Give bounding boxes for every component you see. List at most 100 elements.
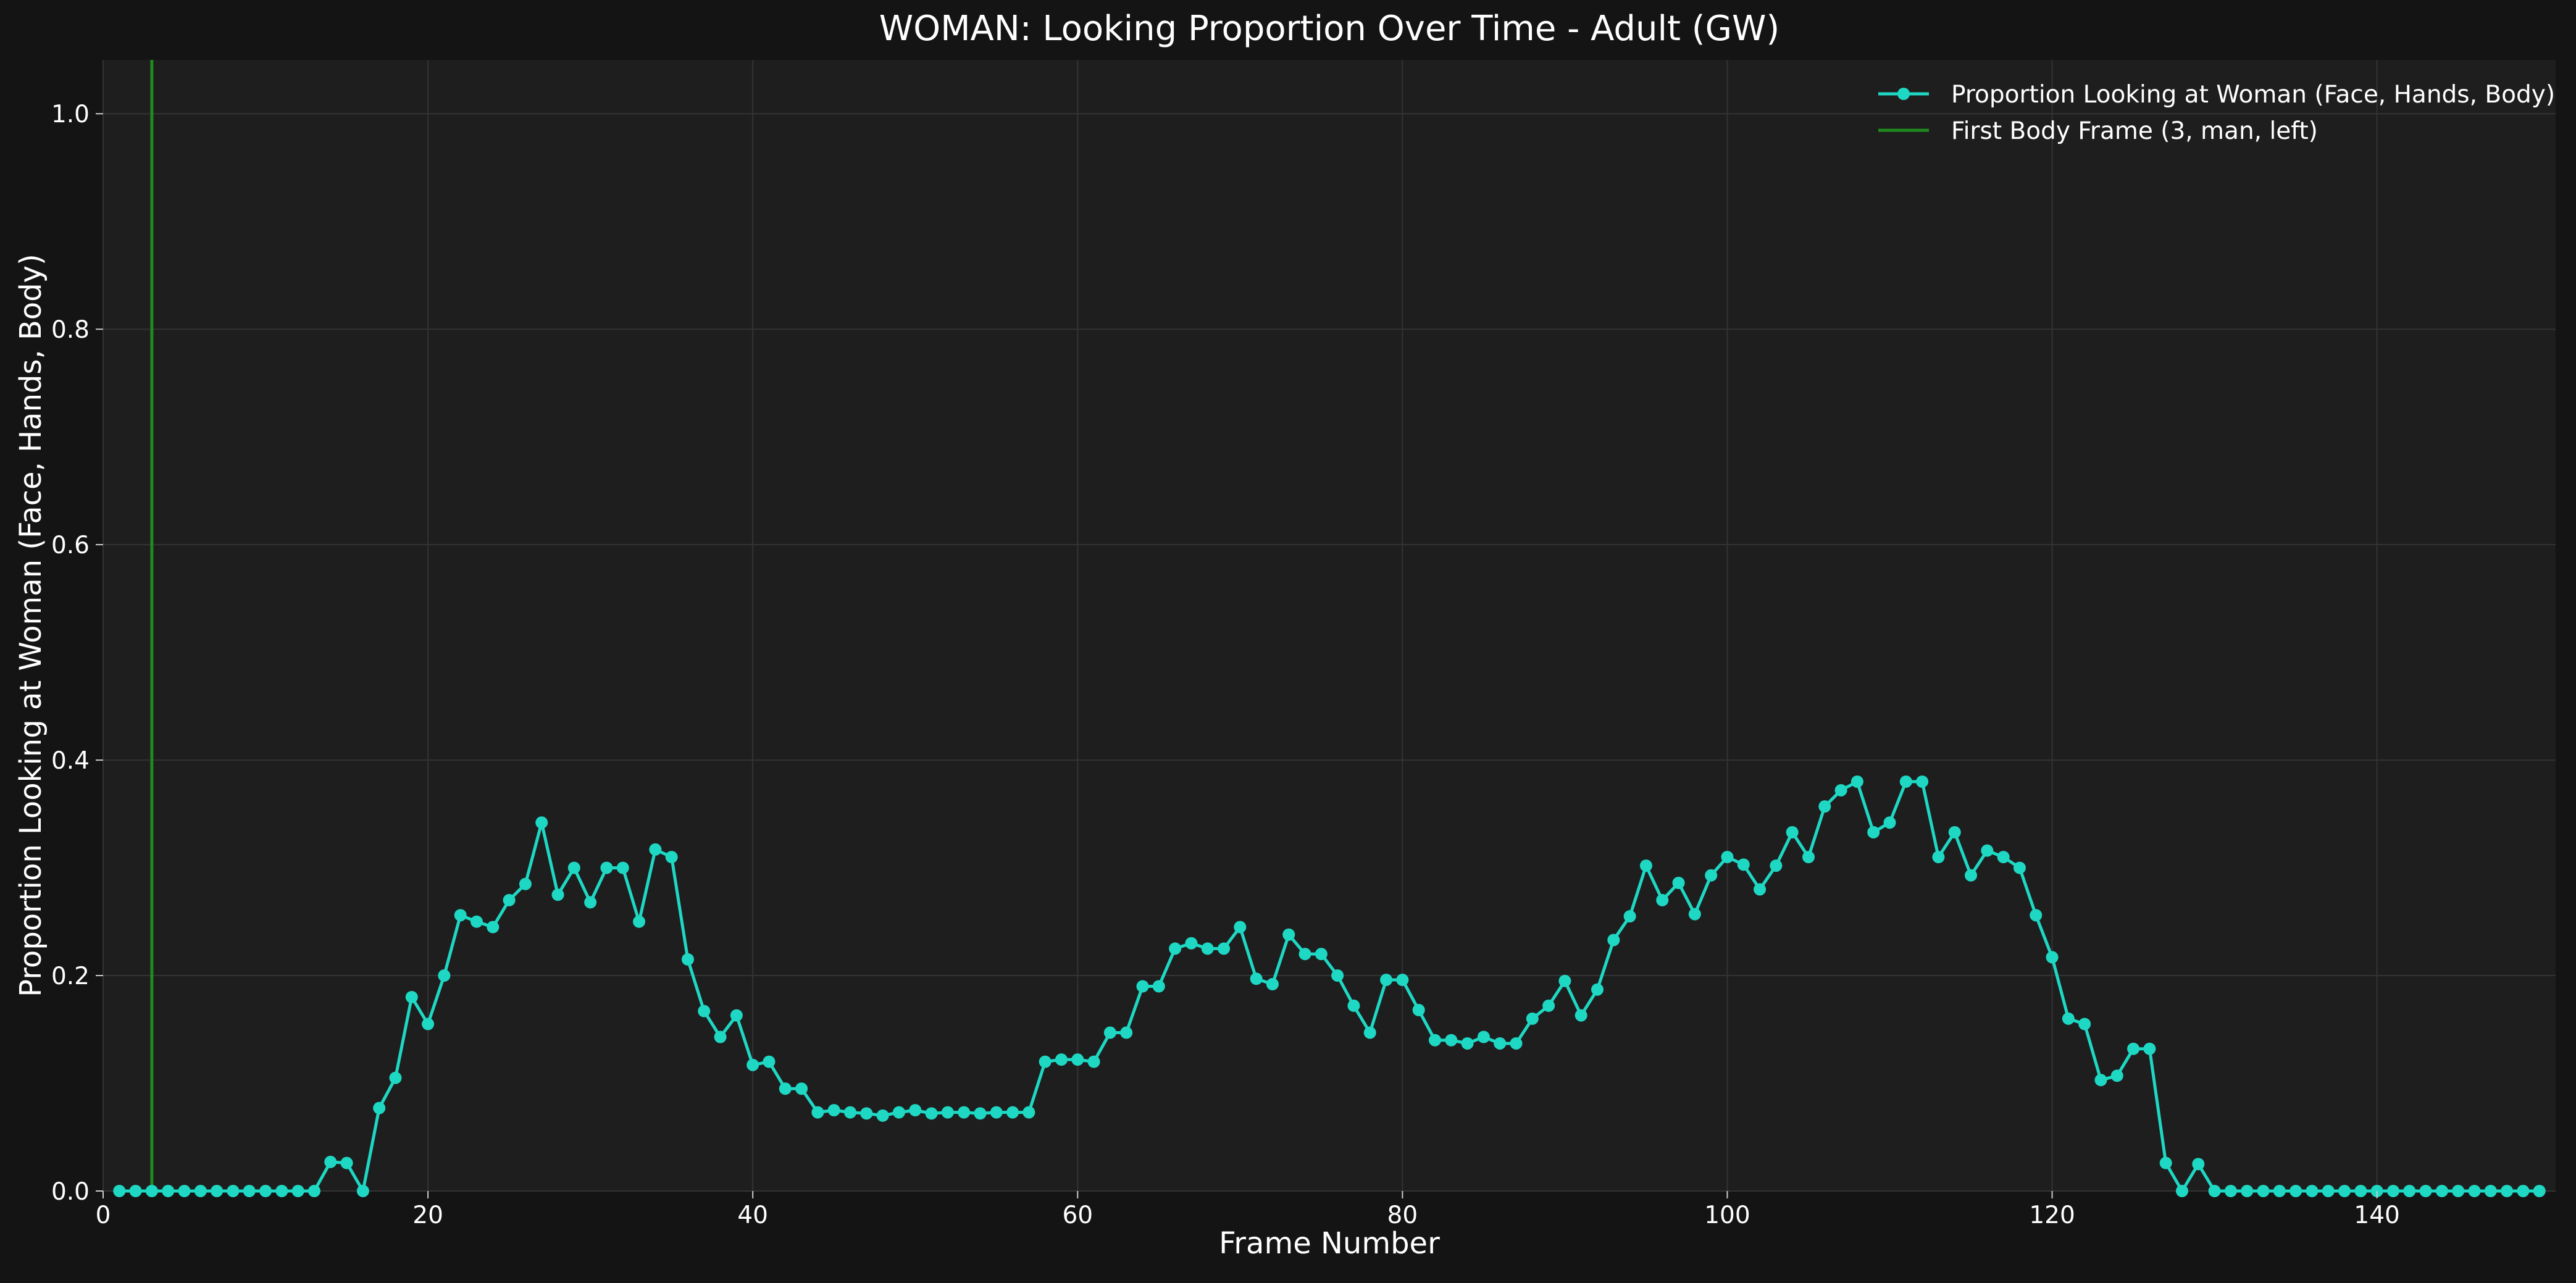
data-point: [1948, 825, 1961, 838]
data-point: [1218, 942, 1231, 955]
data-point: [2306, 1185, 2319, 1197]
data-point: [2403, 1185, 2416, 1197]
data-point: [1331, 969, 1344, 982]
legend: Proportion Looking at Woman (Face, Hands…: [1878, 81, 2555, 145]
data-point: [307, 1185, 320, 1197]
data-point: [1461, 1037, 1474, 1050]
data-point: [2322, 1185, 2335, 1197]
data-point: [1477, 1030, 1490, 1043]
data-point: [2435, 1185, 2448, 1197]
data-point: [941, 1106, 954, 1119]
data-point: [1055, 1053, 1068, 1066]
data-point: [892, 1106, 905, 1119]
data-point: [1396, 974, 1409, 987]
data-point: [2501, 1185, 2514, 1197]
data-point: [1721, 851, 1734, 864]
data-point: [1120, 1026, 1133, 1039]
data-point: [356, 1185, 369, 1197]
y-tick-label: 0.0: [51, 1178, 90, 1206]
data-point: [681, 953, 694, 966]
data-point: [665, 851, 678, 864]
legend-label-series: Proportion Looking at Woman (Face, Hands…: [1951, 81, 2555, 109]
y-tick-label: 1.0: [51, 101, 90, 128]
data-point: [827, 1104, 840, 1117]
data-point: [925, 1107, 938, 1120]
data-point: [2273, 1185, 2286, 1197]
data-point: [1234, 921, 1247, 934]
data-point: [1623, 910, 1636, 923]
x-tick-label: 80: [1387, 1202, 1418, 1229]
data-point: [2224, 1185, 2237, 1197]
data-point: [763, 1055, 776, 1068]
data-point: [2468, 1185, 2481, 1197]
data-point: [1981, 844, 1994, 857]
data-point: [1818, 800, 1831, 813]
data-point: [795, 1082, 808, 1095]
data-point: [1754, 883, 1767, 896]
data-point: [145, 1185, 158, 1197]
data-point: [162, 1185, 175, 1197]
data-point: [1445, 1034, 1458, 1047]
data-point: [1282, 928, 1295, 941]
x-axis-label: Frame Number: [1219, 1226, 1440, 1261]
data-point: [1770, 859, 1783, 872]
data-point: [2338, 1185, 2351, 1197]
data-point: [2354, 1185, 2367, 1197]
data-point: [1363, 1026, 1376, 1039]
data-point: [1152, 980, 1165, 993]
data-point: [1688, 908, 1701, 921]
data-point: [616, 861, 629, 874]
data-point: [470, 915, 483, 928]
data-point: [291, 1185, 304, 1197]
data-point: [1315, 948, 1328, 961]
data-point: [259, 1185, 272, 1197]
legend-label-first-body-frame: First Body Frame (3, man, left): [1951, 117, 2318, 145]
data-point: [503, 893, 516, 906]
data-point: [1639, 859, 1652, 872]
data-point: [227, 1185, 240, 1197]
data-point: [584, 896, 597, 909]
data-point: [454, 909, 467, 922]
data-point: [860, 1107, 873, 1120]
data-point: [1201, 942, 1214, 955]
data-point: [1022, 1106, 1035, 1119]
data-point: [487, 921, 500, 934]
data-point: [1087, 1055, 1100, 1068]
data-point: [1039, 1055, 1052, 1068]
data-point: [1185, 937, 1198, 950]
data-point: [1997, 851, 2010, 864]
data-point: [811, 1106, 824, 1119]
data-point: [909, 1104, 922, 1117]
data-point: [438, 969, 451, 982]
data-point: [2159, 1156, 2172, 1169]
data-point: [2533, 1185, 2546, 1197]
data-point: [1558, 974, 1571, 987]
data-point: [178, 1185, 191, 1197]
data-point: [2143, 1042, 2156, 1055]
plot-area: [103, 60, 2556, 1191]
data-point: [1428, 1034, 1441, 1047]
data-point: [535, 816, 548, 829]
data-point: [1510, 1037, 1523, 1050]
data-point: [1883, 816, 1896, 829]
data-point: [1705, 869, 1718, 882]
data-point: [958, 1106, 971, 1119]
data-point: [405, 990, 418, 1003]
x-tick-label: 140: [2354, 1202, 2399, 1229]
data-point: [2290, 1185, 2302, 1197]
data-point: [1071, 1053, 1084, 1066]
data-point: [2046, 951, 2059, 964]
x-tick-label: 40: [737, 1202, 768, 1229]
data-point: [1850, 775, 1863, 788]
data-point: [1965, 869, 1978, 882]
data-point: [2208, 1185, 2221, 1197]
data-point: [1347, 999, 1360, 1012]
data-point: [714, 1030, 727, 1043]
data-point: [844, 1106, 857, 1119]
data-point: [1932, 851, 1945, 864]
data-point: [1802, 851, 1815, 864]
y-tick-label: 0.6: [51, 532, 90, 559]
data-point: [1607, 934, 1620, 947]
